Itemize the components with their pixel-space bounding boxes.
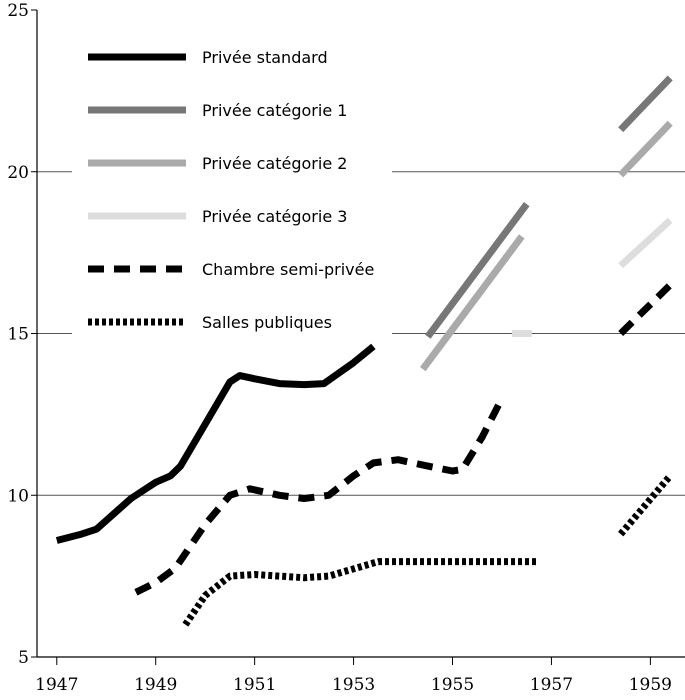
series-line-segment bbox=[182, 558, 537, 627]
legend-label: Privée standard bbox=[202, 48, 328, 67]
x-tick-label: 1949 bbox=[134, 675, 177, 695]
series-line-segment bbox=[618, 217, 673, 269]
series-2 bbox=[419, 120, 673, 372]
series-3 bbox=[511, 217, 673, 337]
y-tick-label: 25 bbox=[7, 1, 29, 21]
series-line-segment bbox=[134, 396, 506, 596]
series-line-segment bbox=[618, 75, 673, 133]
y-tick-label: 10 bbox=[7, 486, 29, 506]
legend-label: Chambre semi-privée bbox=[202, 260, 374, 279]
series-line-segment bbox=[419, 234, 525, 372]
x-tick-label: 1951 bbox=[233, 675, 276, 695]
x-tick-label: 1947 bbox=[35, 675, 78, 695]
y-tick-label: 20 bbox=[7, 163, 29, 183]
x-tick-label: 1957 bbox=[530, 675, 573, 695]
legend-label: Privée catégorie 3 bbox=[202, 207, 347, 226]
legend-label: Privée catégorie 1 bbox=[202, 101, 347, 120]
series-line-segment bbox=[618, 473, 673, 537]
series-line-segment bbox=[424, 202, 530, 339]
x-tick-label: 1953 bbox=[332, 675, 375, 695]
legend: Privée standard Privée catégorie 1 Privée … bbox=[72, 35, 392, 340]
legend-label: Privée catégorie 2 bbox=[202, 154, 347, 173]
series-0 bbox=[55, 343, 376, 544]
legend-label: Salles publiques bbox=[202, 313, 332, 332]
x-tick-label: 1959 bbox=[629, 675, 672, 695]
legend-background bbox=[72, 35, 392, 340]
y-tick-label: 5 bbox=[18, 648, 29, 668]
series-1 bbox=[424, 75, 673, 339]
series-line-segment bbox=[55, 343, 376, 544]
y-tick-label: 15 bbox=[7, 325, 29, 345]
x-ticks: 1947 1949 1951 1953 1955 1957 1959 bbox=[35, 657, 672, 695]
series-line-segment bbox=[618, 120, 673, 178]
y-ticks: 5 10 15 20 25 bbox=[7, 1, 37, 668]
series-line-segment bbox=[618, 282, 673, 336]
x-tick-label: 1955 bbox=[431, 675, 474, 695]
series-4 bbox=[134, 282, 673, 596]
series-layer bbox=[55, 75, 673, 627]
series-5 bbox=[182, 473, 673, 627]
